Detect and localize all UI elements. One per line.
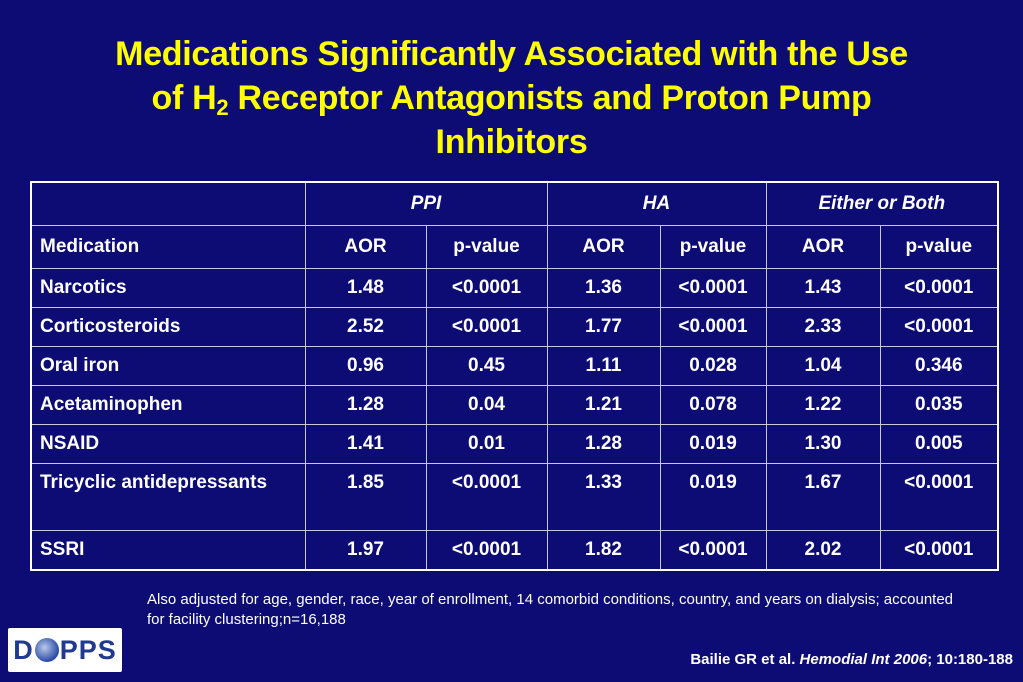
title-line-2-pre: of H bbox=[151, 79, 217, 117]
title-line-1: Medications Significantly Associated wit… bbox=[115, 35, 908, 73]
table-row: Corticosteroids 2.52 <0.0001 1.77 <0.0001 2.3… bbox=[30, 307, 999, 347]
aor-cell: 2.02 bbox=[765, 530, 881, 571]
citation: Bailie GR et al. Hemodial Int 2006; 10:1… bbox=[690, 651, 1013, 668]
group-header-ppi: PPI bbox=[304, 181, 548, 226]
p-value-cell: 0.04 bbox=[425, 385, 548, 425]
p-value-cell: <0.0001 bbox=[659, 530, 767, 571]
logo-text-right: PPS bbox=[59, 634, 117, 665]
medication-name-cell: NSAID bbox=[30, 424, 306, 464]
p-value-cell: <0.0001 bbox=[879, 463, 999, 531]
title-line-3: Inhibitors bbox=[435, 123, 588, 161]
aor-cell: 1.48 bbox=[304, 268, 427, 308]
medication-name-cell: Oral iron bbox=[30, 346, 306, 386]
table-row: Acetaminophen 1.28 0.04 1.21 0.078 1.22 0.035 bbox=[30, 385, 999, 425]
table-row: Oral iron 0.96 0.45 1.11 0.028 1.04 0.346 bbox=[30, 346, 999, 386]
p-value-cell: <0.0001 bbox=[425, 463, 548, 531]
column-header-p-value: p-value bbox=[659, 225, 767, 269]
medication-name-cell: Tricyclic antidepressants bbox=[30, 463, 306, 531]
column-header-aor: AOR bbox=[546, 225, 661, 269]
aor-cell: 1.77 bbox=[546, 307, 661, 347]
table-row: SSRI 1.97 <0.0001 1.82 <0.0001 2.02 <0.0001 bbox=[30, 530, 999, 571]
aor-cell: 1.97 bbox=[304, 530, 427, 571]
dopps-logo: D PPS bbox=[8, 628, 122, 672]
aor-cell: 1.28 bbox=[304, 385, 427, 425]
medication-name-cell: SSRI bbox=[30, 530, 306, 571]
column-header-medication: Medication bbox=[30, 225, 306, 269]
aor-cell: 1.33 bbox=[546, 463, 661, 531]
globe-icon bbox=[34, 638, 59, 662]
aor-cell: 2.33 bbox=[765, 307, 881, 347]
aor-cell: 2.52 bbox=[304, 307, 427, 347]
column-header-aor: AOR bbox=[765, 225, 881, 269]
p-value-cell: <0.0001 bbox=[425, 530, 548, 571]
p-value-cell: 0.019 bbox=[659, 424, 767, 464]
aor-cell: 1.41 bbox=[304, 424, 427, 464]
column-header-p-value: p-value bbox=[879, 225, 999, 269]
citation-journal: Hemodial Int 2006 bbox=[799, 651, 928, 668]
aor-cell: 1.67 bbox=[765, 463, 881, 531]
p-value-cell: <0.0001 bbox=[659, 307, 767, 347]
p-value-cell: 0.01 bbox=[425, 424, 548, 464]
header-blank-cell bbox=[30, 181, 306, 226]
slide-title: Medications Significantly Associated wit… bbox=[10, 32, 1013, 164]
title-line-2: of H2 Receptor Antagonists and Proton Pu… bbox=[10, 76, 1013, 120]
title-subscript: 2 bbox=[216, 95, 229, 120]
column-header-p-value: p-value bbox=[425, 225, 548, 269]
aor-cell: 1.11 bbox=[546, 346, 661, 386]
medication-name-cell: Narcotics bbox=[30, 268, 306, 308]
footnote: Also adjusted for age, gender, race, yea… bbox=[147, 591, 954, 628]
p-value-cell: 0.078 bbox=[659, 385, 767, 425]
group-header-either-or-both: Either or Both bbox=[765, 181, 999, 226]
table-row: Narcotics 1.48 <0.0001 1.36 <0.0001 1.43 <0.00… bbox=[30, 268, 999, 308]
p-value-cell: <0.0001 bbox=[425, 307, 548, 347]
column-header-aor: AOR bbox=[304, 225, 427, 269]
aor-cell: 1.21 bbox=[546, 385, 661, 425]
p-value-cell: 0.019 bbox=[659, 463, 767, 531]
title-line-2-post: Receptor Antagonists and Proton Pump bbox=[228, 79, 872, 117]
column-header-row: Medication AOR p-value AOR p-value AOR p… bbox=[30, 225, 999, 269]
medication-name-cell: Corticosteroids bbox=[30, 307, 306, 347]
aor-cell: 1.85 bbox=[304, 463, 427, 531]
group-header-row: PPI HA Either or Both bbox=[30, 181, 999, 226]
citation-details: ; 10:180-188 bbox=[927, 651, 1013, 668]
p-value-cell: <0.0001 bbox=[879, 268, 999, 308]
aor-cell: 0.96 bbox=[304, 346, 427, 386]
table-row: Tricyclic antidepressants 1.85 <0.0001 1.33… bbox=[30, 463, 999, 531]
p-value-cell: 0.028 bbox=[659, 346, 767, 386]
logo-text-left: D bbox=[13, 634, 34, 665]
p-value-cell: <0.0001 bbox=[659, 268, 767, 308]
p-value-cell: 0.035 bbox=[879, 385, 999, 425]
p-value-cell: <0.0001 bbox=[425, 268, 548, 308]
aor-cell: 1.22 bbox=[765, 385, 881, 425]
p-value-cell: 0.45 bbox=[425, 346, 548, 386]
medication-name-cell: Acetaminophen bbox=[30, 385, 306, 425]
aor-cell: 1.04 bbox=[765, 346, 881, 386]
citation-authors: Bailie GR et al. bbox=[690, 651, 800, 668]
p-value-cell: <0.0001 bbox=[879, 530, 999, 571]
aor-cell: 1.43 bbox=[765, 268, 881, 308]
group-header-ha: HA bbox=[546, 181, 767, 226]
p-value-cell: 0.005 bbox=[879, 424, 999, 464]
medications-table: PPI HA Either or Both Medication AOR p-v… bbox=[30, 181, 1000, 571]
aor-cell: 1.36 bbox=[546, 268, 661, 308]
aor-cell: 1.28 bbox=[546, 424, 661, 464]
table-row: NSAID 1.41 0.01 1.28 0.019 1.30 0.005 bbox=[30, 424, 999, 464]
aor-cell: 1.82 bbox=[546, 530, 661, 571]
p-value-cell: <0.0001 bbox=[879, 307, 999, 347]
aor-cell: 1.30 bbox=[765, 424, 881, 464]
p-value-cell: 0.346 bbox=[879, 346, 999, 386]
